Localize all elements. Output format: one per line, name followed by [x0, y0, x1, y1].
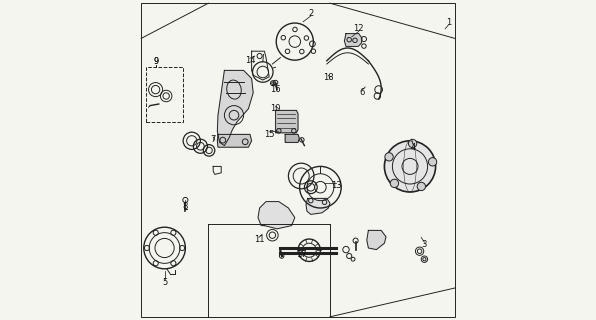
- Circle shape: [408, 139, 417, 148]
- Text: 9: 9: [154, 57, 159, 66]
- Polygon shape: [218, 134, 252, 147]
- Text: 4: 4: [411, 143, 416, 152]
- Polygon shape: [218, 70, 253, 146]
- Text: 3: 3: [422, 240, 427, 249]
- Polygon shape: [258, 202, 295, 229]
- Text: 5: 5: [162, 278, 167, 287]
- Text: 9: 9: [153, 57, 159, 66]
- Text: 2: 2: [308, 9, 313, 18]
- Circle shape: [417, 182, 426, 191]
- Text: 18: 18: [323, 73, 334, 82]
- Text: 11: 11: [254, 236, 264, 244]
- Circle shape: [385, 153, 393, 161]
- Text: 13: 13: [331, 181, 342, 190]
- Text: 7: 7: [210, 135, 216, 144]
- Bar: [146, 67, 183, 122]
- Text: 12: 12: [353, 24, 364, 33]
- Text: 6: 6: [359, 88, 365, 97]
- Circle shape: [390, 179, 399, 188]
- Text: 10: 10: [271, 104, 281, 113]
- Text: 15: 15: [264, 130, 274, 139]
- Polygon shape: [285, 134, 299, 142]
- Text: 8: 8: [182, 202, 188, 211]
- Text: 17: 17: [296, 250, 306, 259]
- Circle shape: [384, 141, 436, 192]
- Text: 1: 1: [446, 18, 451, 27]
- Polygon shape: [344, 34, 362, 46]
- Text: 14: 14: [245, 56, 255, 65]
- Polygon shape: [306, 198, 330, 214]
- Polygon shape: [275, 110, 298, 133]
- Text: 16: 16: [271, 85, 281, 94]
- Polygon shape: [367, 230, 386, 250]
- Circle shape: [429, 158, 437, 166]
